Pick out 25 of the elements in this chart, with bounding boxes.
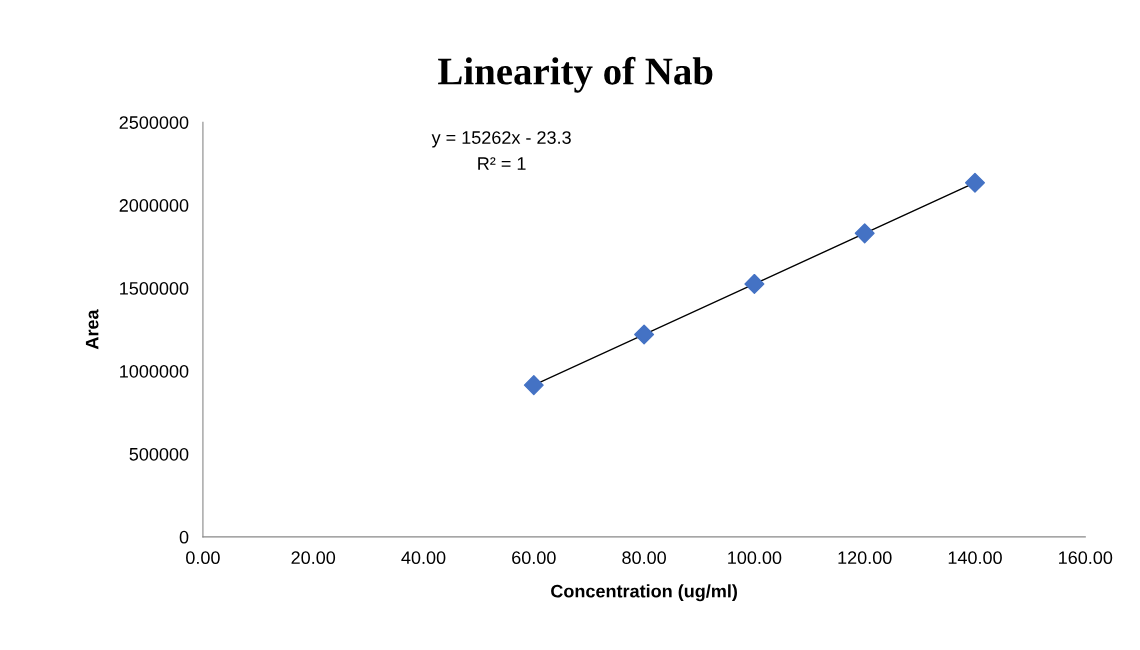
- x-tick-label: 20.00: [291, 551, 336, 565]
- x-tick-label: 0.00: [186, 551, 220, 565]
- y-tick-label: 500000: [129, 447, 189, 461]
- x-tick-label: 100.00: [728, 551, 782, 565]
- x-tick-label: 140.00: [948, 551, 1002, 565]
- point: [744, 273, 765, 294]
- chart-title: Linearity of Nab: [438, 56, 713, 93]
- x-tick-label: 80.00: [622, 551, 666, 565]
- x-tick-label: 60.00: [512, 551, 556, 565]
- point: [964, 172, 985, 193]
- point: [854, 223, 875, 244]
- annotation: R² = 1: [478, 157, 526, 170]
- x-tick-label: 160.00: [1059, 551, 1113, 565]
- y-tick-label: 1000000: [120, 364, 189, 378]
- x-tick-label: 40.00: [401, 551, 446, 565]
- y-tick-label: 2000000: [119, 199, 189, 212]
- y-axis-title: Area: [85, 309, 99, 350]
- point: [634, 324, 655, 345]
- y-tick-label: 0: [179, 530, 189, 544]
- x-axis-title: Concentration (ug/ml): [551, 584, 737, 602]
- x-tick-label: 120.00: [838, 551, 892, 565]
- y-tick-label: 2500000: [119, 116, 189, 129]
- y-tick-label: 1500000: [120, 282, 189, 295]
- annotation: y = 15262x - 23.3: [431, 131, 571, 148]
- point: [523, 375, 544, 396]
